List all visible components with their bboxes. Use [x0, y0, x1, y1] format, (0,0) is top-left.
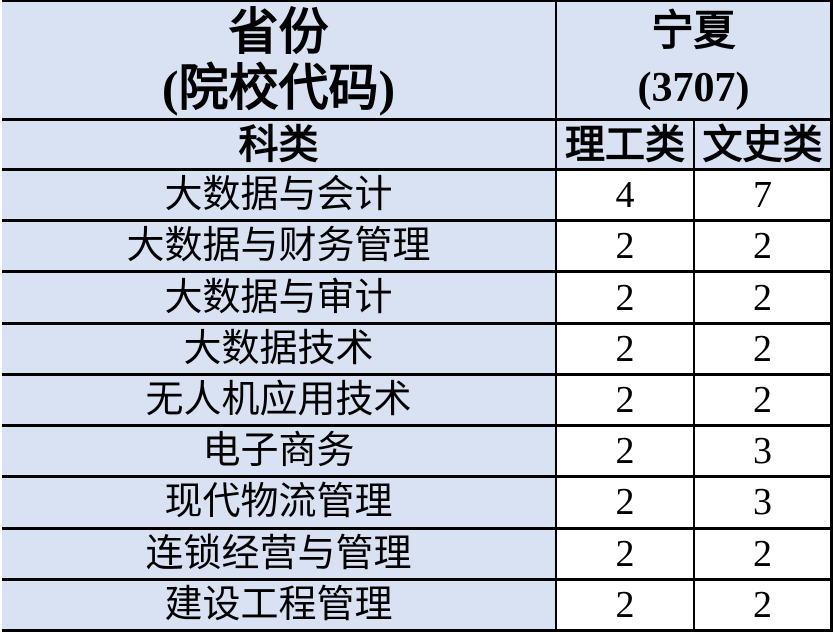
major-cell: 大数据与会计	[2, 171, 555, 220]
arts-count: 2	[753, 327, 772, 370]
major-cell: 大数据与财务管理	[2, 222, 555, 271]
major-name: 大数据与会计	[164, 174, 393, 217]
science-count: 2	[615, 378, 635, 421]
arts-count-cell: 7	[695, 171, 830, 220]
science-count-cell: 2	[557, 273, 693, 322]
province-header-line1: 省份	[228, 4, 329, 60]
science-count-cell: 2	[557, 427, 693, 476]
arts-count: 2	[753, 225, 772, 268]
science-count-cell: 2	[557, 324, 693, 373]
arts-count: 2	[753, 583, 772, 626]
college-code: (3707)	[637, 65, 750, 111]
arts-count-cell: 3	[695, 478, 830, 527]
science-count: 2	[615, 430, 635, 473]
arts-count-cell: 2	[695, 529, 830, 578]
science-count-cell: 2	[557, 222, 693, 271]
major-cell: 电子商务	[2, 427, 555, 476]
major-name: 建设工程管理	[164, 583, 393, 626]
science-class-label: 理工类	[565, 121, 685, 167]
science-count-cell: 2	[557, 580, 693, 629]
arts-count-cell: 2	[695, 273, 830, 322]
arts-class-label: 文史类	[702, 121, 823, 167]
arts-count-cell: 3	[695, 427, 830, 476]
major-name: 大数据与财务管理	[126, 225, 431, 268]
science-count: 2	[615, 225, 635, 268]
science-count: 2	[615, 532, 635, 575]
arts-count-cell: 2	[695, 580, 830, 629]
major-name: 大数据技术	[183, 327, 374, 370]
arts-count: 7	[753, 174, 772, 217]
province-value-cell: 宁夏 (3707)	[557, 2, 830, 118]
major-cell: 连锁经营与管理	[2, 529, 555, 578]
science-class-header-cell: 理工类	[557, 121, 693, 168]
subject-type-header-cell: 科类	[2, 121, 555, 168]
arts-class-header-cell: 文史类	[695, 121, 830, 168]
major-cell: 大数据技术	[2, 324, 555, 373]
province-header-line2: (院校代码)	[161, 60, 396, 116]
arts-count: 2	[753, 378, 772, 421]
science-count-cell: 2	[557, 529, 693, 578]
science-count-cell: 2	[557, 375, 693, 425]
science-count-cell: 4	[557, 171, 693, 220]
science-count: 4	[615, 174, 635, 217]
science-count: 2	[615, 327, 635, 370]
arts-count-cell: 2	[695, 375, 830, 425]
arts-count: 3	[753, 430, 772, 473]
major-name: 无人机应用技术	[145, 378, 412, 421]
major-name: 连锁经营与管理	[145, 532, 412, 575]
major-cell: 建设工程管理	[2, 580, 555, 629]
arts-count: 2	[753, 532, 772, 575]
major-cell: 现代物流管理	[2, 478, 555, 527]
science-count: 2	[615, 481, 635, 524]
major-cell: 无人机应用技术	[2, 375, 555, 425]
major-name: 大数据与审计	[164, 276, 393, 319]
arts-count-cell: 2	[695, 324, 830, 373]
province-header-cell: 省份 (院校代码)	[2, 2, 555, 118]
arts-count: 2	[753, 276, 772, 319]
province-name: 宁夏	[651, 9, 736, 55]
major-name: 电子商务	[202, 430, 355, 473]
science-count: 2	[615, 583, 635, 626]
arts-count-cell: 2	[695, 222, 830, 271]
science-count-cell: 2	[557, 478, 693, 527]
arts-count: 3	[753, 481, 772, 524]
subject-type-label: 科类	[238, 121, 319, 167]
major-name: 现代物流管理	[164, 481, 393, 524]
science-count: 2	[615, 276, 635, 319]
major-cell: 大数据与审计	[2, 273, 555, 322]
